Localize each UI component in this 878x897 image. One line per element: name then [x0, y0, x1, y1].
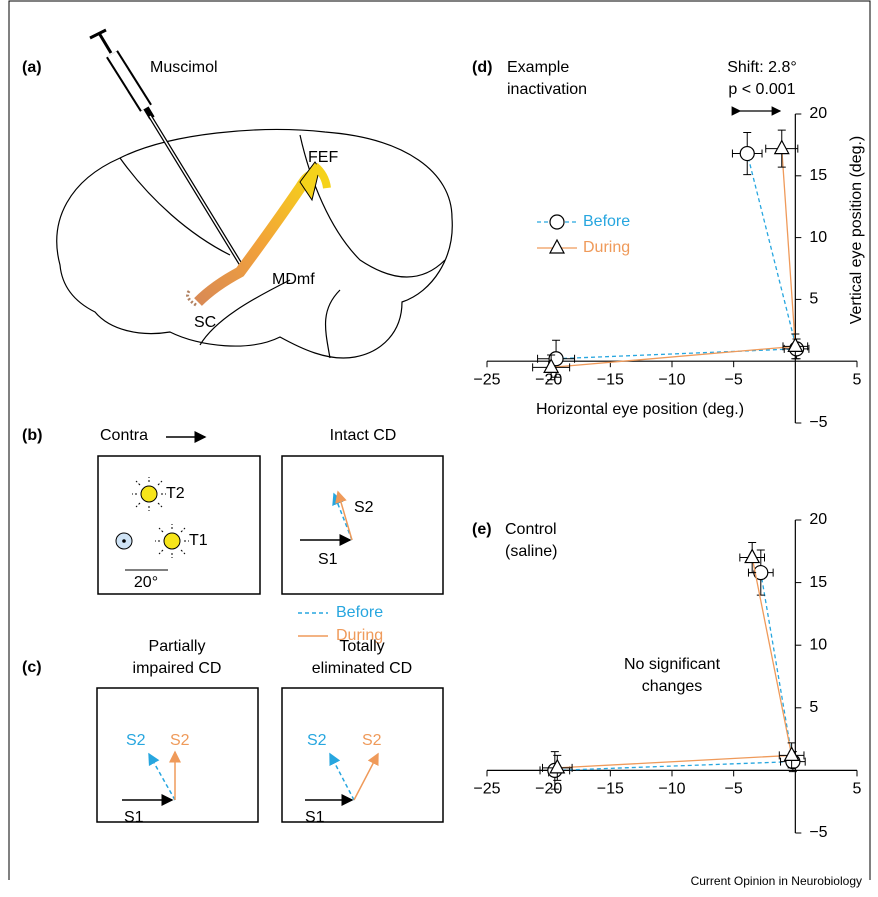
y-tick-label: 5: [809, 291, 818, 308]
marker: [550, 240, 564, 253]
marker: [550, 215, 564, 229]
x-tick-label: −15: [597, 781, 624, 798]
y-tick-label: −5: [809, 824, 827, 841]
vector-label: S2: [354, 499, 374, 516]
marker: [740, 147, 754, 161]
marker: [775, 141, 789, 154]
vector: [338, 492, 352, 540]
x-tick-label: 5: [853, 781, 862, 798]
marker: [785, 747, 799, 760]
vector: [330, 754, 354, 800]
y-tick-label: 5: [809, 699, 818, 716]
vector: [149, 754, 175, 800]
x-tick-label: −25: [473, 371, 500, 388]
x-tick-label: −10: [658, 371, 685, 388]
box-title: Intact CD: [330, 427, 397, 444]
x-tick-label: −10: [658, 781, 685, 798]
y-tick-label: 15: [809, 167, 827, 184]
direction-label: Contra: [100, 427, 148, 444]
panel-label: (b): [22, 427, 42, 444]
annotation: Shift: 2.8°: [727, 59, 797, 76]
box-title: Totally: [339, 638, 384, 655]
x-axis-label: Horizontal eye position (deg.): [536, 401, 744, 418]
vector-label: S2: [126, 732, 146, 749]
series-line: [551, 149, 795, 368]
box: [282, 688, 443, 822]
chart-title: Control: [505, 521, 557, 538]
legend-label: During: [583, 239, 630, 256]
vector-label: S2: [170, 732, 190, 749]
region-label: MDmf: [272, 271, 315, 288]
y-tick-label: 10: [809, 636, 827, 653]
panel-label: (c): [22, 659, 42, 676]
scale-label: 20°: [134, 574, 158, 591]
region-label: FEF: [308, 149, 338, 166]
annotation: No significant: [624, 656, 721, 673]
y-tick-label: 15: [809, 574, 827, 591]
y-tick-label: 20: [809, 511, 827, 528]
box: [98, 456, 260, 594]
box-title: eliminated CD: [312, 660, 412, 677]
target: [155, 524, 189, 558]
x-tick-label: 5: [853, 371, 862, 388]
x-tick-label: −15: [597, 371, 624, 388]
annotation: changes: [642, 678, 703, 695]
vector-label: S1: [318, 551, 338, 568]
y-tick-label: 10: [809, 229, 827, 246]
marker: [745, 550, 759, 563]
panel-label: (a): [22, 59, 42, 76]
legend-label: Before: [336, 604, 383, 621]
chart-title: (saline): [505, 543, 557, 560]
region-label: SC: [194, 314, 216, 331]
target: [132, 477, 166, 511]
target-label: T2: [166, 485, 185, 502]
credit: Current Opinion in Neurobiology: [691, 874, 862, 888]
fixation-dot: [122, 539, 126, 543]
chart-title: inactivation: [507, 81, 587, 98]
x-tick-label: −5: [725, 781, 743, 798]
panel-label: (d): [472, 59, 492, 76]
legend-label: Before: [583, 213, 630, 230]
vector-label: S1: [305, 809, 325, 826]
vector-label: S2: [362, 732, 382, 749]
drug-label: Muscimol: [150, 59, 218, 76]
annotation: p < 0.001: [728, 81, 795, 98]
box-title: impaired CD: [133, 660, 222, 677]
box: [282, 456, 443, 594]
chart-title: Example: [507, 59, 569, 76]
box-title: Partially: [149, 638, 206, 655]
y-axis-label: Vertical eye position (deg.): [848, 136, 865, 325]
vector-label: S2: [307, 732, 327, 749]
x-tick-label: −25: [473, 781, 500, 798]
vector: [354, 754, 378, 800]
y-tick-label: −5: [809, 414, 827, 431]
vector-label: S1: [124, 809, 144, 826]
figure: (a) Muscimol FEF MDmf SC (b) Contra T2 T…: [0, 0, 878, 897]
y-tick-label: 20: [809, 105, 827, 122]
target-label: T1: [189, 532, 208, 549]
box: [97, 688, 258, 822]
page: (a) Muscimol FEF MDmf SC (b) Contra T2 T…: [0, 0, 878, 897]
x-tick-label: −5: [725, 371, 743, 388]
panel-label: (e): [472, 521, 492, 538]
